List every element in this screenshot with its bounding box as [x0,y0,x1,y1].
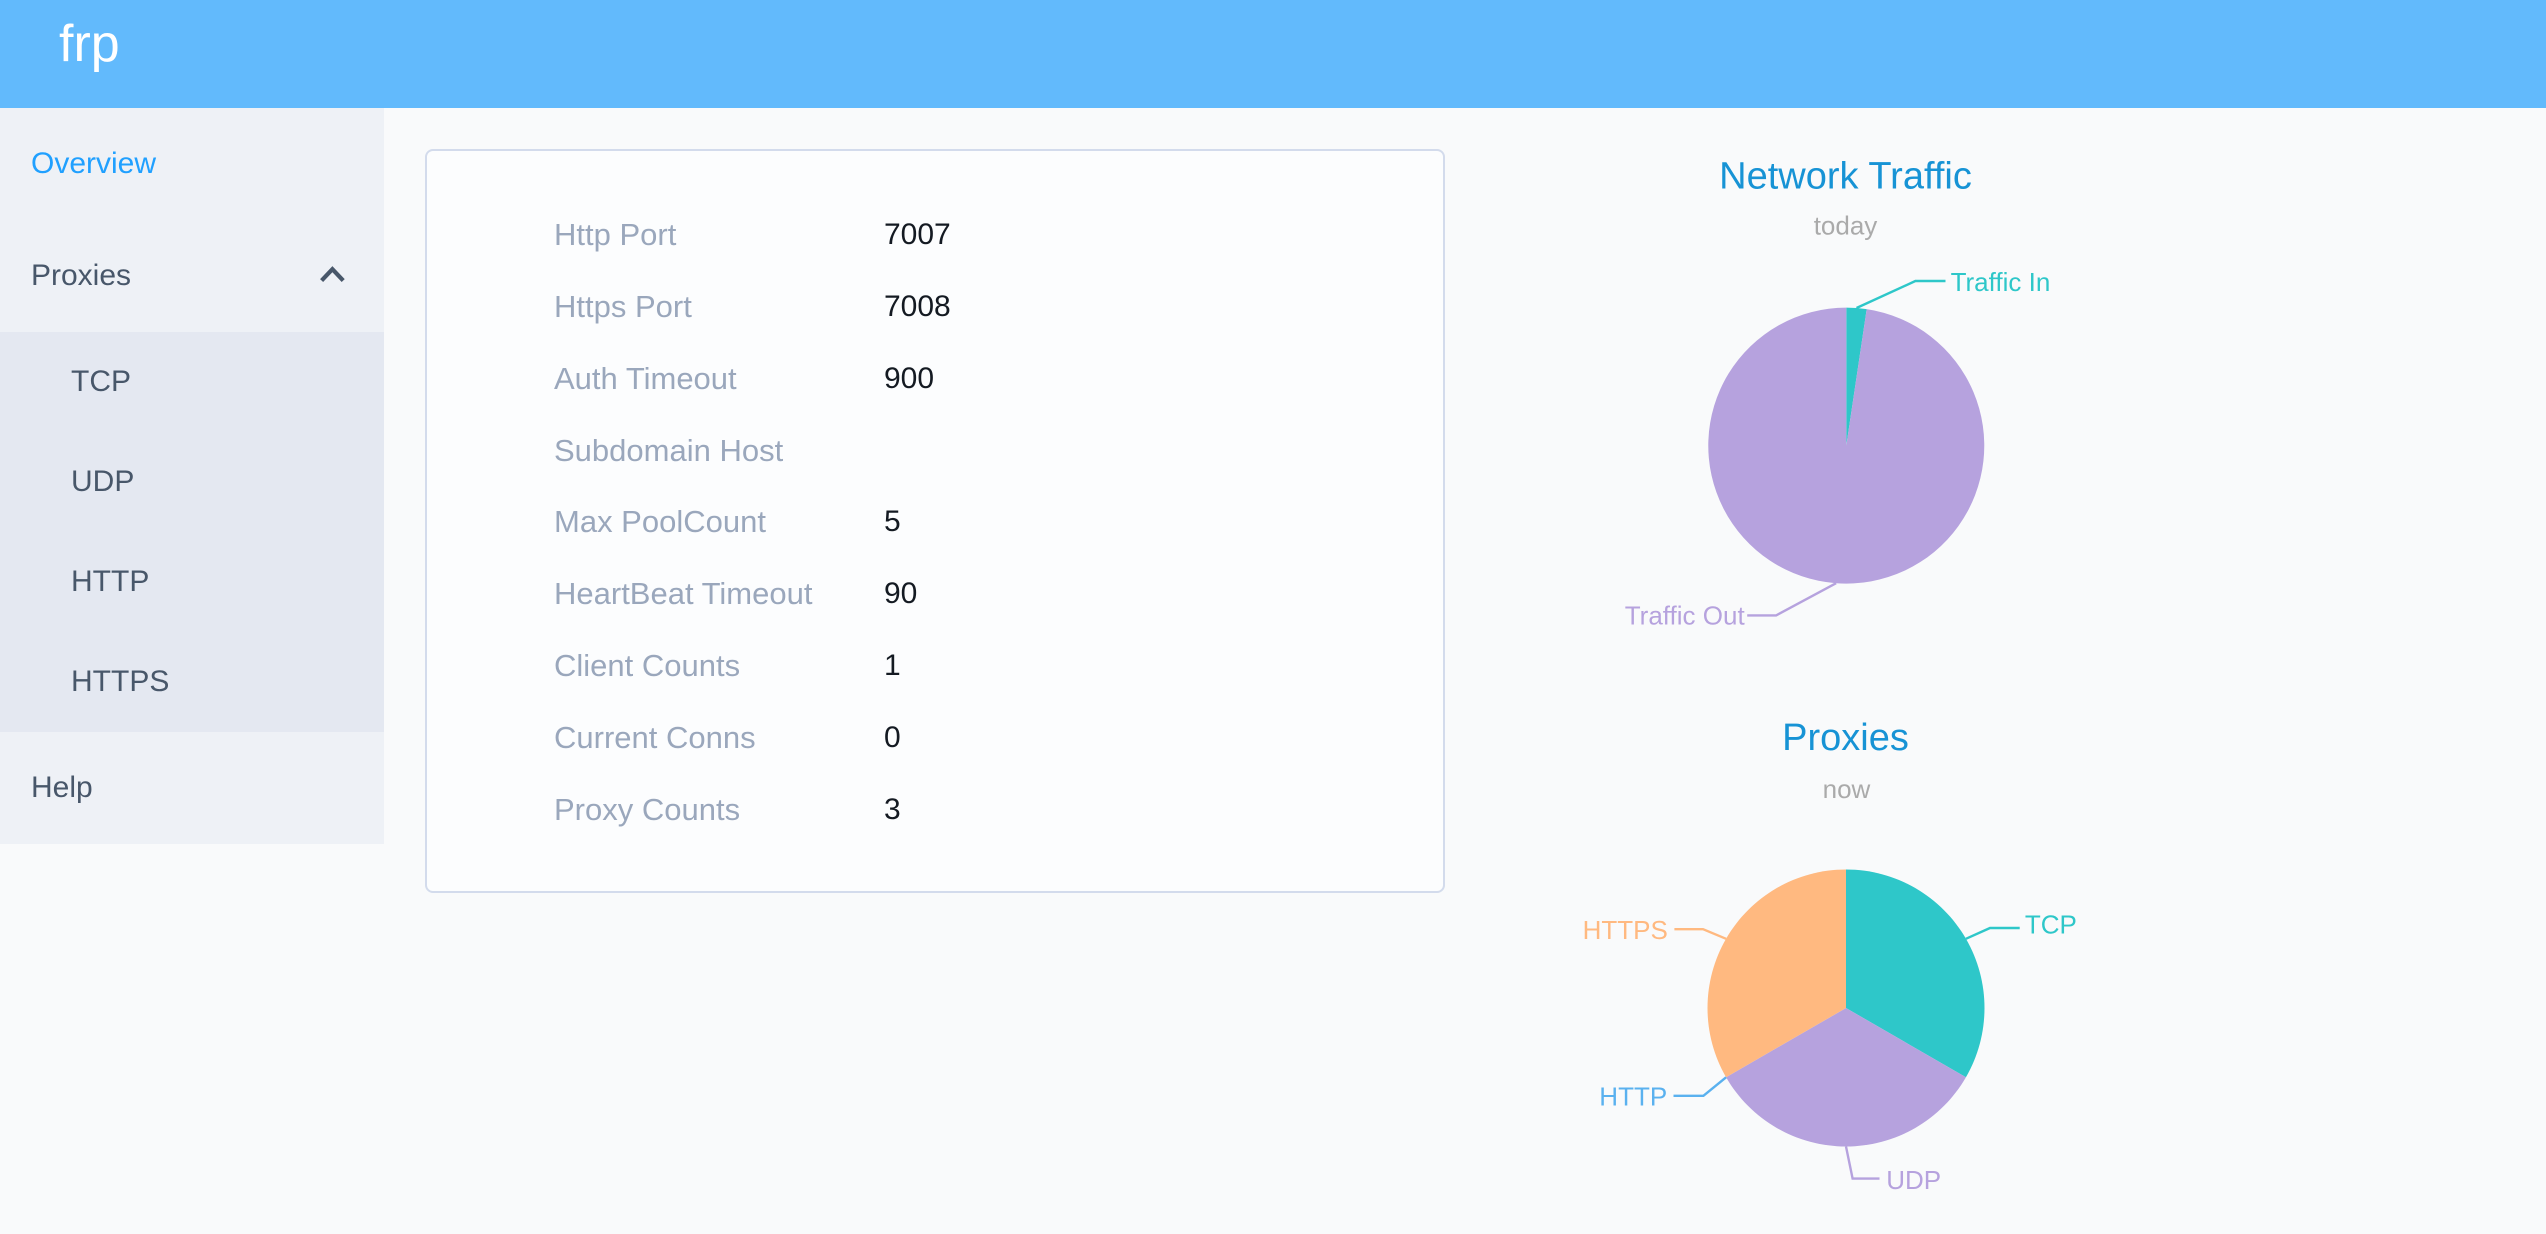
svg-text:now: now [1823,774,1871,804]
svg-text:Traffic In: Traffic In [1951,267,2051,297]
svg-text:HTTPS: HTTPS [1583,915,1668,945]
svg-text:Network Traffic: Network Traffic [1719,156,1972,198]
svg-text:HTTP: HTTP [1599,1081,1667,1111]
svg-text:Traffic Out: Traffic Out [1625,601,1746,631]
svg-text:Proxies: Proxies [1782,717,1909,759]
svg-text:UDP: UDP [1886,1165,1941,1195]
svg-text:today: today [1814,211,1878,241]
svg-text:TCP: TCP [2025,909,2077,939]
